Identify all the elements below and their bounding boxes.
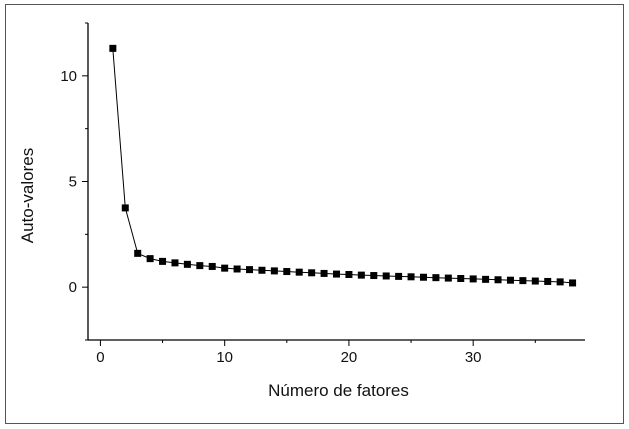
- data-point-marker: [121, 204, 129, 212]
- y-tick-label: 5: [69, 174, 77, 191]
- x-tick-label: 20: [341, 349, 358, 366]
- data-point-marker: [246, 266, 254, 274]
- data-point-marker: [432, 274, 440, 282]
- data-point-marker: [444, 274, 452, 282]
- data-point-marker: [419, 273, 427, 281]
- data-point-marker: [482, 275, 490, 283]
- data-point-marker: [370, 272, 378, 280]
- axes: [87, 23, 585, 341]
- data-point-marker: [333, 270, 340, 278]
- data-point-marker: [183, 260, 191, 268]
- data-point-marker: [308, 269, 316, 277]
- data-point-marker: [196, 262, 204, 270]
- tick-labels: 0 10 20 30 0 5 10: [60, 68, 481, 366]
- data-point-marker: [295, 268, 303, 276]
- data-point-marker: [159, 257, 167, 265]
- data-point-marker: [258, 266, 266, 274]
- data-point-marker: [469, 275, 477, 283]
- data-point-marker: [357, 271, 365, 279]
- series-polyline: [112, 48, 573, 284]
- data-point-marker: [457, 275, 465, 283]
- data-point-marker: [569, 279, 577, 287]
- data-point-marker: [494, 276, 502, 284]
- data-point-marker: [531, 277, 539, 285]
- data-point-marker: [270, 267, 278, 275]
- data-point-marker: [556, 278, 564, 286]
- y-tick-label: 0: [69, 279, 77, 296]
- ticks: [82, 22, 536, 346]
- x-tick-label: 10: [216, 349, 233, 366]
- data-point-marker: [519, 277, 527, 285]
- data-point-marker: [544, 277, 552, 285]
- data-point-marker: [283, 268, 291, 276]
- data-point-marker: [506, 276, 514, 284]
- data-point-marker: [407, 273, 415, 281]
- data-point-marker: [208, 262, 216, 270]
- y-tick-label: 10: [60, 68, 77, 85]
- series-line: [112, 48, 573, 284]
- x-tick-label: 30: [465, 349, 482, 366]
- data-point-marker: [109, 44, 117, 52]
- x-axis-title: Número de fatores: [268, 381, 409, 400]
- data-point-marker: [395, 272, 403, 280]
- chart-frame: [5, 4, 624, 424]
- data-point-marker: [345, 270, 353, 278]
- data-point-marker: [221, 264, 229, 272]
- data-point-marker: [382, 272, 390, 280]
- y-axis-title: Auto-valores: [18, 148, 37, 243]
- data-point-marker: [320, 269, 328, 277]
- series-markers: [109, 44, 577, 287]
- data-point-marker: [233, 265, 241, 273]
- data-point-marker: [171, 259, 179, 267]
- data-point-marker: [146, 255, 154, 263]
- data-point-marker: [134, 249, 142, 257]
- x-tick-label: 0: [96, 349, 104, 366]
